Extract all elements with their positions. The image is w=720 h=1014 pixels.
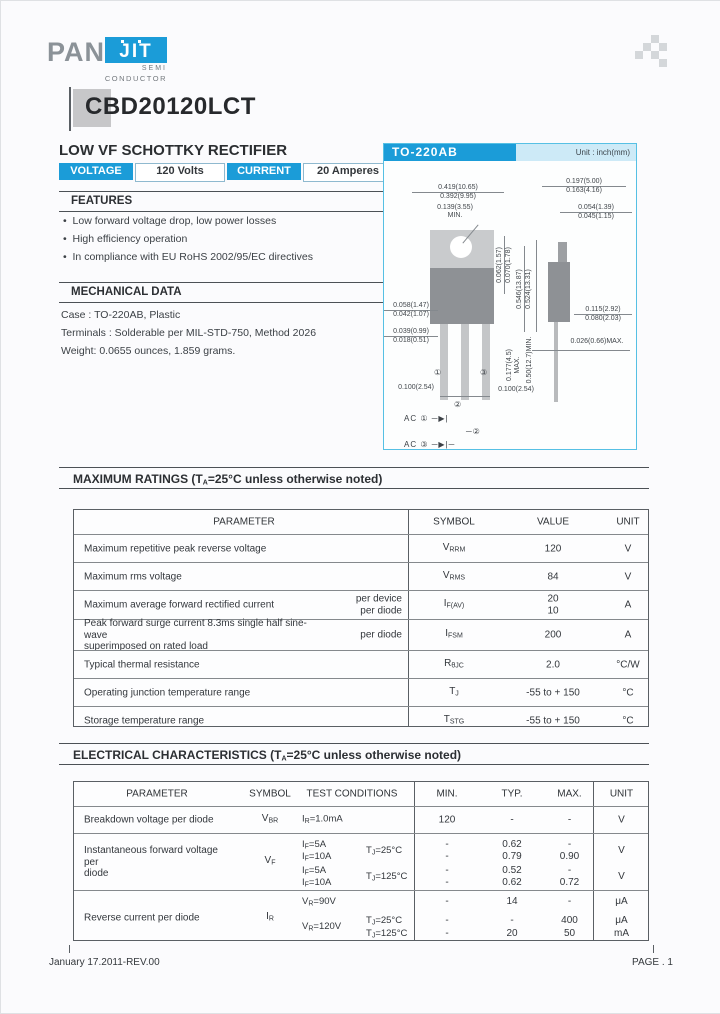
feature-item: • Low forward voltage drop, low power lo…	[63, 215, 277, 227]
logo-jit-badge: JIT	[105, 37, 167, 63]
package-body	[430, 268, 494, 324]
lead-1	[440, 324, 448, 400]
dim-line	[536, 240, 537, 332]
title-accent-box	[73, 89, 111, 127]
package-unit-label: Unit : inch(mm)	[516, 144, 636, 161]
page-title: CBD20120LCT	[85, 93, 256, 120]
dim-lead-max: 0.026(0.66)MAX.	[570, 338, 624, 345]
dim-pitch-right: 0.100(2.54)	[498, 386, 534, 393]
col-typ: TYP.	[501, 788, 523, 800]
col-symbol: SYMBOL	[249, 788, 291, 800]
table-row: Maximum repetitive peak reverse voltage …	[74, 534, 648, 562]
mounting-hole	[450, 236, 472, 258]
table-row: Maximum rms voltage VRMS 84 V	[74, 562, 648, 590]
logo-conductor-text: CONDUCTOR	[104, 74, 167, 83]
dim-line	[440, 396, 490, 397]
title-divider	[69, 87, 71, 131]
dim-pitch-left: 0.100(2.54)	[398, 384, 434, 391]
table-header-row: PARAMETER SYMBOL VALUE UNIT	[74, 510, 648, 534]
col-parameter: PARAMETER	[213, 516, 275, 528]
max-ratings-table: PARAMETER SYMBOL VALUE UNIT Maximum repe…	[73, 509, 649, 727]
features-heading: FEATURES	[59, 191, 388, 212]
voltage-label: VOLTAGE	[59, 163, 133, 180]
dim-lead-length: 0.177(4.5) MAX.	[506, 349, 521, 381]
package-name: TO-220AB	[384, 144, 516, 161]
col-parameter: PARAMETER	[126, 788, 188, 800]
current-value: 20 Amperes	[303, 163, 393, 182]
max-ratings-heading: MAXIMUM RATINGS (TA=25°C unless otherwis…	[59, 467, 649, 489]
side-lead	[554, 322, 558, 402]
dim-hole-edge: 0.062(1.57) 0.070(1.78)	[496, 236, 513, 294]
col-unit: UNIT	[616, 516, 640, 528]
logo-semi-text: SEMI	[141, 65, 167, 72]
mechanical-heading: MECHANICAL DATA	[59, 282, 388, 303]
current-label: CURRENT	[227, 163, 301, 180]
table-row: Instantaneous forward voltage per diode …	[74, 833, 648, 890]
col-unit: UNIT	[609, 788, 634, 800]
col-conditions: TEST CONDITIONS	[306, 788, 398, 800]
feature-item: • High efficiency operation	[63, 233, 188, 245]
footer-tick	[653, 945, 654, 953]
terminals-line: Terminals : Solderable per MIL-STD-750, …	[61, 327, 317, 339]
circuit-diode-1: AC ① ─▶|	[404, 414, 449, 423]
dim-body-standoff: 0.115(2.92) 0.080(2.03)	[574, 306, 632, 323]
table-row: Operating junction temperature range TJ …	[74, 678, 648, 706]
table-divider	[414, 782, 415, 940]
logo-dot-icon	[138, 40, 141, 43]
dim-lead-width: 0.058(1.47) 0.042(1.07)	[384, 302, 438, 319]
product-subtitle: LOW VF SCHOTTKY RECTIFIER	[59, 142, 288, 159]
table-row: Peak forward surge current 8.3ms single …	[74, 618, 648, 652]
side-tab	[558, 242, 567, 266]
dim-width: 0.419(10.65) 0.392(9.95)	[412, 184, 504, 201]
table-row: Typical thermal resistance RθJC 2.0 °C/W	[74, 650, 648, 678]
electrical-heading: ELECTRICAL CHARACTERISTICS (TA=25°C unle…	[59, 743, 649, 765]
table-row: Reverse current per diode IR VR=90V - 14…	[74, 890, 648, 945]
dim-line	[532, 350, 630, 351]
table-row: Maximum average forward rectified curren…	[74, 590, 648, 619]
voltage-value: 120 Volts	[135, 163, 225, 182]
table-row: Storage temperature range TSTG -55 to + …	[74, 706, 648, 734]
pin-2-label: ②	[454, 400, 462, 409]
dim-lead-thickness: 0.039(0.99) 0.018(0.51)	[384, 328, 438, 345]
footer-page-number: PAGE . 1	[632, 957, 673, 968]
package-drawing-box: TO-220AB Unit : inch(mm) 0.419(10.65) 0.3…	[383, 143, 637, 450]
circuit-common: ─②	[466, 427, 481, 436]
electrical-table: PARAMETER SYMBOL TEST CONDITIONS MIN. TY…	[73, 781, 649, 941]
dim-hole: 0.139(3.55) MIN.	[437, 204, 473, 219]
logo-pan-text: PAN	[47, 37, 106, 67]
dim-tab-thickness: 0.054(1.39) 0.045(1.15)	[560, 204, 632, 221]
side-body	[548, 262, 570, 322]
circuit-diode-3: AC ③ ─▶|─	[404, 440, 456, 449]
feature-item: • In compliance with EU RoHS 2002/95/EC …	[63, 251, 313, 263]
col-min: MIN.	[436, 788, 458, 800]
footer-tick	[69, 945, 70, 953]
lead-3	[482, 324, 490, 400]
table-divider	[408, 510, 409, 726]
logo-jit-text: JIT	[119, 41, 153, 62]
footer-revision: January 17.2011-REV.00	[49, 957, 160, 968]
weight-line: Weight: 0.0655 ounces, 1.859 grams.	[61, 345, 236, 357]
lead-2	[461, 324, 469, 400]
logo-dot-icon	[121, 40, 124, 43]
table-row: Breakdown voltage per diode VBR IR=1.0mA…	[74, 806, 648, 833]
col-value: VALUE	[536, 516, 570, 528]
pin-1-label: ①	[434, 368, 442, 377]
table-header-row: PARAMETER SYMBOL TEST CONDITIONS MIN. TY…	[74, 782, 648, 806]
dim-lead-min: 0.50(12.7)MIN.	[526, 336, 533, 384]
col-max: MAX.	[557, 788, 582, 800]
pin-3-label: ③	[480, 368, 488, 377]
col-symbol: SYMBOL	[433, 516, 475, 528]
table-divider	[593, 782, 594, 940]
case-line: Case : TO-220AB, Plastic	[61, 309, 181, 321]
dim-tab-height: 0.197(5.00) 0.163(4.16)	[542, 178, 626, 195]
